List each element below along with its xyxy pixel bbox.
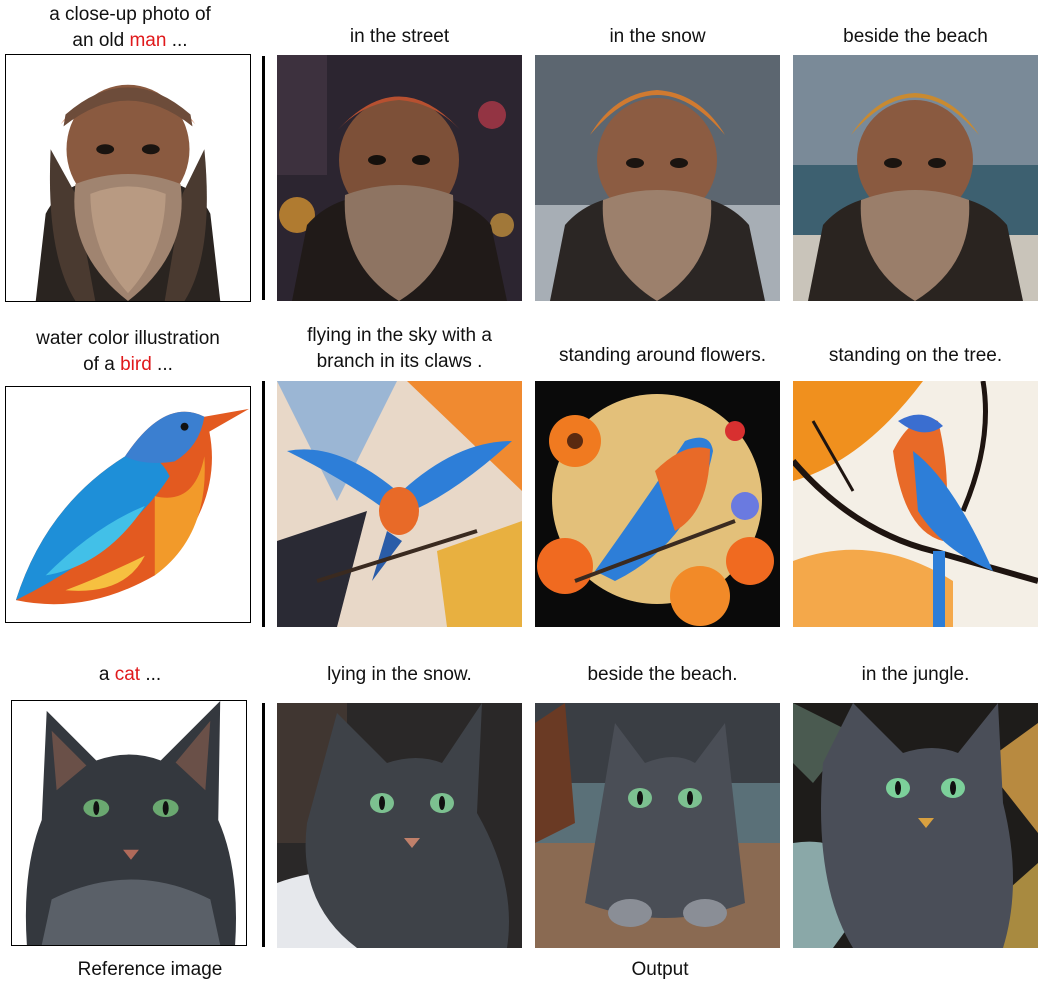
reference-image-old-man: [5, 54, 251, 302]
output-image-beach: [793, 55, 1038, 301]
output-caption-r1c3: beside the beach: [843, 26, 988, 47]
output-image-street: [277, 55, 522, 301]
output-image-bird-tree: [793, 381, 1038, 627]
reference-image-cat: [11, 700, 247, 946]
divider-row2: [262, 381, 265, 627]
reference-caption-row1: a close-up photo of an old man ...: [49, 4, 211, 51]
output-image-bird-flying: [277, 381, 522, 627]
output-caption-r3c3: in the jungle.: [861, 664, 970, 685]
footer-output-label: Output: [631, 959, 689, 980]
output-caption-r2c3: standing on the tree.: [828, 345, 1003, 366]
output-caption-r3c1: lying in the snow.: [327, 664, 472, 685]
output-image-snow: [535, 55, 780, 301]
output-caption-r1c1: in the street: [349, 26, 450, 47]
reference-caption-row2: water color illustration of a bird ...: [36, 328, 220, 375]
reference-caption-row3: a cat ...: [98, 664, 162, 685]
subject-word: cat: [114, 664, 141, 685]
reference-image-bird: [5, 386, 251, 623]
subject-word: man: [129, 30, 167, 51]
divider-row3: [262, 703, 265, 947]
output-image-cat-snow: [277, 703, 522, 948]
output-caption-r2c1: flying in the sky with a branch in its c…: [307, 325, 492, 372]
footer-reference-label: Reference image: [77, 959, 223, 980]
subject-word: bird: [120, 354, 152, 375]
output-image-cat-jungle: [793, 703, 1038, 948]
output-caption-r1c2: in the snow: [609, 26, 706, 47]
output-image-cat-beach: [535, 703, 780, 948]
divider-row1: [262, 56, 265, 300]
output-caption-r3c2: beside the beach.: [587, 664, 738, 685]
output-caption-r2c2: standing around flowers.: [558, 345, 766, 366]
output-image-bird-flowers: [535, 381, 780, 627]
